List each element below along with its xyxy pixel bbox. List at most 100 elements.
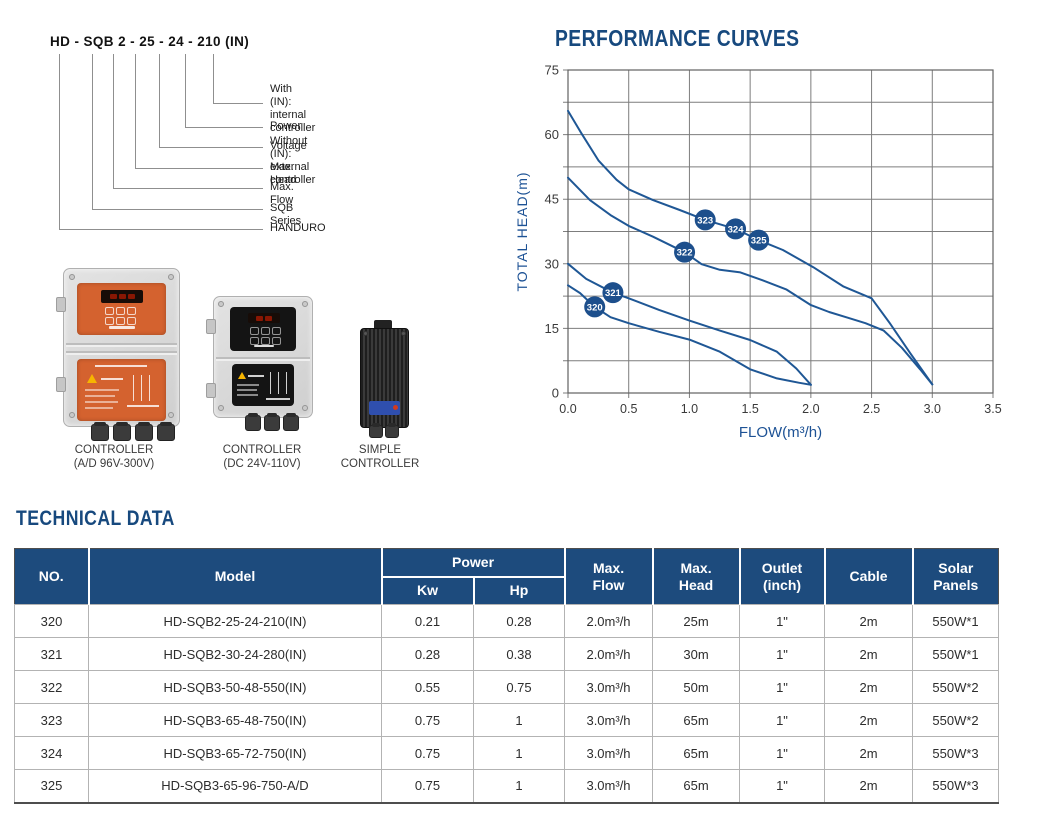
table-cell: 550W*3	[912, 769, 1000, 803]
curve-322	[567, 176, 934, 386]
table-cell: 550W*3	[912, 736, 1000, 770]
table-title-text: TECHNICAL DATA	[16, 507, 175, 530]
nomenclature-label: SQB Series	[270, 202, 302, 227]
table-cell: 2m	[824, 769, 914, 803]
x-tick-label: 3.5	[984, 402, 1001, 416]
table-cell: 0.28	[472, 604, 566, 638]
table-cell: 65m	[652, 736, 741, 770]
nomenclature-vline	[159, 54, 160, 147]
y-tick-label: 75	[545, 63, 559, 78]
table-cell: 0.21	[381, 604, 474, 638]
nomenclature-hline	[113, 188, 263, 189]
table-cell: 2m	[824, 604, 914, 638]
col-cable: Cable	[824, 548, 914, 605]
table-cell: 1"	[739, 670, 826, 704]
table-cell: 1"	[739, 637, 826, 671]
nomenclature-hline	[135, 168, 263, 169]
table-cell: 2m	[824, 637, 914, 671]
table-cell: HD-SQB2-25-24-210(IN)	[88, 604, 382, 638]
table-cell: HD-SQB3-65-72-750(IN)	[88, 736, 382, 770]
x-tick-label: 3.0	[924, 402, 941, 416]
x-tick-label: 0.5	[620, 402, 637, 416]
chart-title: PERFORMANCE CURVES	[555, 25, 846, 52]
table-cell: 1	[472, 769, 566, 803]
col-max-flow: Max. Flow	[564, 548, 654, 605]
nomenclature-label: Max. Head	[270, 161, 297, 186]
col-kw: Kw	[381, 576, 475, 605]
table-cell: 0.38	[472, 637, 566, 671]
x-tick-label: 2.5	[863, 402, 880, 416]
table-cell: 0.75	[472, 670, 566, 704]
curve-badge-325	[748, 229, 770, 251]
table-row: 325 HD-SQB3-65-96-750-A/D 0.75 1 3.0m³/h 65m 1…	[14, 769, 1000, 803]
table-cell: 3.0m³/h	[564, 769, 654, 803]
curve-badge-label: 323	[697, 215, 713, 226]
controller-dc-caption: CONTROLLER (DC 24V-110V)	[222, 444, 302, 470]
curve-badge-label: 325	[751, 236, 768, 247]
table-cell: 30m	[652, 637, 741, 671]
col-solar: Solar Panels	[912, 548, 999, 605]
model-code: HD - SQB 2 - 25 - 24 - 210 (IN)	[50, 34, 250, 49]
curve-badge-label: 322	[677, 248, 693, 259]
table-cell: 320	[14, 604, 89, 638]
table-cell: HD-SQB3-50-48-550(IN)	[88, 670, 382, 704]
table-cell: 0.75	[381, 736, 474, 770]
table-cell: 322	[14, 670, 89, 704]
nomenclature-label: With (IN): internal controller Without (…	[270, 83, 316, 186]
nomenclature-hline	[213, 103, 263, 104]
nomenclature-vline	[113, 54, 114, 188]
table-row: 324 HD-SQB3-65-72-750(IN) 0.75 1 3.0m³/h 65m 1…	[14, 736, 1000, 770]
table-row: 322 HD-SQB3-50-48-550(IN) 0.55 0.75 3.0m³/h 5…	[14, 670, 1000, 704]
table-cell: 2m	[824, 736, 914, 770]
chart-title-text: PERFORMANCE CURVES	[555, 25, 800, 51]
table-cell: 324	[14, 736, 89, 770]
controller-ad-caption: CONTROLLER (A/D 96V-300V)	[73, 444, 155, 470]
table-cell: 25m	[652, 604, 741, 638]
curve-badge-label: 324	[728, 224, 745, 235]
table-cell: 65m	[652, 769, 741, 803]
table-cell: 50m	[652, 670, 741, 704]
nomenclature-label: Voltage	[270, 140, 307, 152]
curve-badge-323	[694, 209, 716, 231]
curve-badge-322	[674, 241, 696, 263]
table-cell: 2m	[824, 703, 914, 737]
table-cell: 1"	[739, 703, 826, 737]
table-cell: 321	[14, 637, 89, 671]
x-axis-title: FLOW(m³/h)	[739, 424, 822, 441]
table-cell: 0.75	[381, 769, 474, 803]
x-tick-label: 2.0	[802, 402, 819, 416]
table-cell: 2.0m³/h	[564, 637, 654, 671]
table-cell: 323	[14, 703, 89, 737]
table-cell: 550W*1	[912, 604, 1000, 638]
curve-badge-320	[584, 296, 606, 318]
nomenclature-hline	[92, 209, 263, 210]
technical-data-table: NO. Model Power Max. Flow Max. Head Outl…	[14, 548, 1000, 804]
table-cell: HD-SQB3-65-96-750-A/D	[88, 769, 382, 803]
table-cell: 1"	[739, 769, 826, 803]
curve-badge-324	[725, 218, 747, 240]
nomenclature-vline	[59, 54, 60, 229]
table-header: NO. Model Power Max. Flow Max. Head Outl…	[14, 548, 999, 605]
table-cell: 0.55	[381, 670, 474, 704]
table-title: TECHNICAL DATA	[16, 507, 205, 531]
table-body: 320 HD-SQB2-25-24-210(IN) 0.21 0.28 2.0m³/h 2…	[14, 604, 1000, 803]
col-model: Model	[88, 548, 383, 605]
table-cell: 2m	[824, 670, 914, 704]
nomenclature-label: Power	[270, 120, 302, 132]
nomenclature-hline	[185, 127, 263, 128]
col-power: Power	[381, 548, 566, 578]
plot-border	[567, 69, 994, 394]
y-tick-label: 60	[545, 127, 559, 142]
table-cell: HD-SQB3-65-48-750(IN)	[88, 703, 382, 737]
nomenclature-vline	[185, 54, 186, 127]
table-cell: 1	[472, 703, 566, 737]
table-cell: 65m	[652, 703, 741, 737]
nomenclature-label: HANDURO	[270, 222, 326, 234]
table-cell: 325	[14, 769, 89, 803]
curve-badge-label: 321	[605, 288, 622, 299]
table-cell: 0.28	[381, 637, 474, 671]
table-cell: 550W*1	[912, 637, 1000, 671]
nomenclature-hline	[159, 147, 263, 148]
